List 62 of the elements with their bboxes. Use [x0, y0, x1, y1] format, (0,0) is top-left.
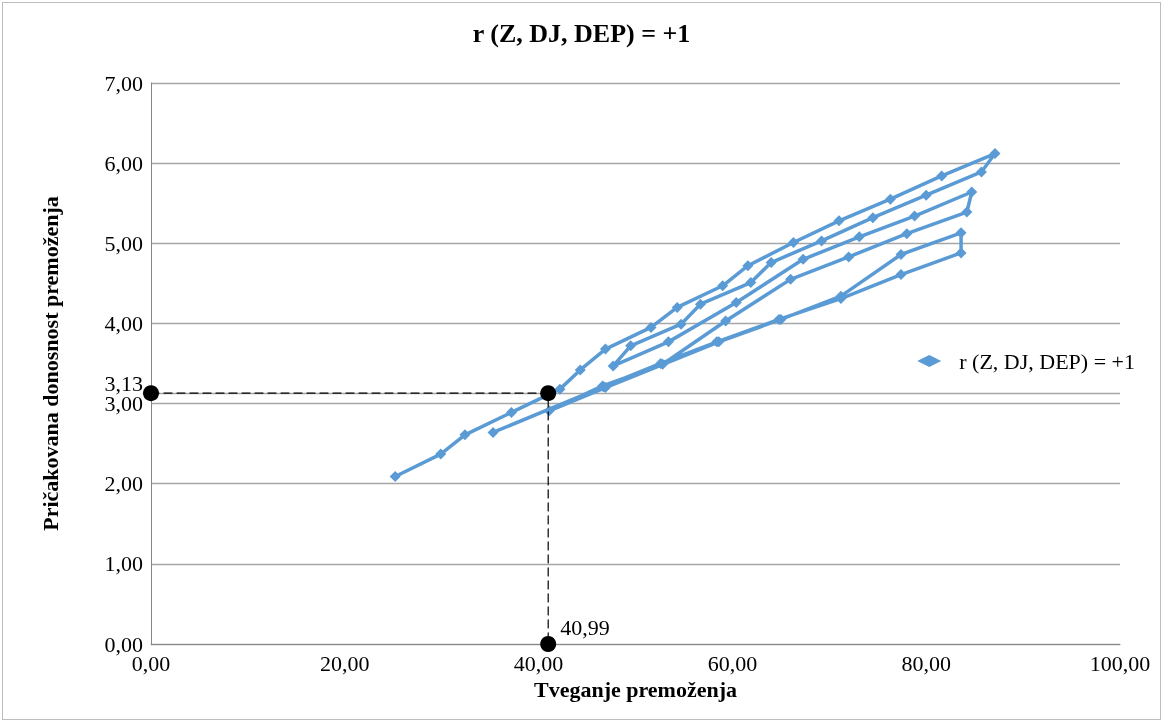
point — [797, 253, 809, 265]
y-tick-label: 3,13 — [104, 370, 143, 396]
point — [143, 385, 159, 402]
point — [389, 471, 401, 482]
point — [717, 280, 729, 292]
point — [742, 260, 754, 272]
point — [955, 247, 967, 259]
point — [975, 166, 987, 178]
point — [662, 336, 674, 348]
point — [909, 210, 921, 222]
point — [574, 364, 586, 376]
point — [599, 343, 611, 355]
y-axis-title: Pričakovana donosnost premoženja — [37, 196, 63, 531]
point — [867, 212, 879, 224]
y-tick-label: 2,00 — [104, 471, 143, 497]
point — [989, 148, 1001, 160]
point — [487, 426, 499, 438]
point — [625, 340, 637, 352]
point — [920, 189, 932, 201]
point — [675, 318, 687, 330]
point — [694, 298, 706, 310]
point — [936, 170, 948, 182]
point — [554, 383, 566, 395]
point — [816, 235, 828, 247]
point — [833, 215, 845, 227]
point — [671, 301, 683, 313]
x-tick-label: 60,00 — [707, 650, 758, 676]
point — [787, 236, 799, 248]
point — [765, 257, 777, 269]
chart-title: r (Z, DJ, DEP) = +1 — [472, 18, 691, 48]
point — [459, 429, 471, 441]
point — [505, 406, 517, 418]
point — [895, 269, 907, 281]
point — [884, 193, 896, 205]
annotation: 40,99 — [560, 614, 610, 640]
point — [966, 186, 978, 198]
point — [785, 273, 797, 285]
point — [720, 315, 732, 327]
x-tick-label: 40,00 — [513, 650, 564, 676]
point — [901, 228, 913, 240]
point — [540, 636, 557, 652]
point — [961, 206, 973, 218]
point — [843, 251, 855, 263]
point — [645, 321, 657, 333]
y-tick-label: 6,00 — [104, 150, 143, 176]
x-axis-title: Tveganje premoženja — [533, 677, 738, 703]
point — [745, 277, 757, 289]
x-tick-label: 80,00 — [901, 650, 951, 676]
x-tick-label: 20,00 — [320, 650, 370, 676]
point — [895, 249, 907, 261]
y-tick-label: 5,00 — [104, 230, 143, 256]
legend-label: r (Z, DJ, DEP) = +1 — [959, 348, 1136, 374]
point — [607, 360, 619, 372]
point — [730, 297, 742, 309]
y-tick-label: 4,00 — [104, 310, 143, 336]
x-tick-label: 100,00 — [1089, 650, 1151, 676]
point — [540, 385, 557, 402]
y-tick-label: 7,00 — [104, 70, 143, 96]
y-tick-label: 1,00 — [104, 551, 143, 577]
y-tick-label: 0,00 — [104, 631, 143, 657]
point — [853, 231, 865, 243]
point — [435, 448, 447, 460]
